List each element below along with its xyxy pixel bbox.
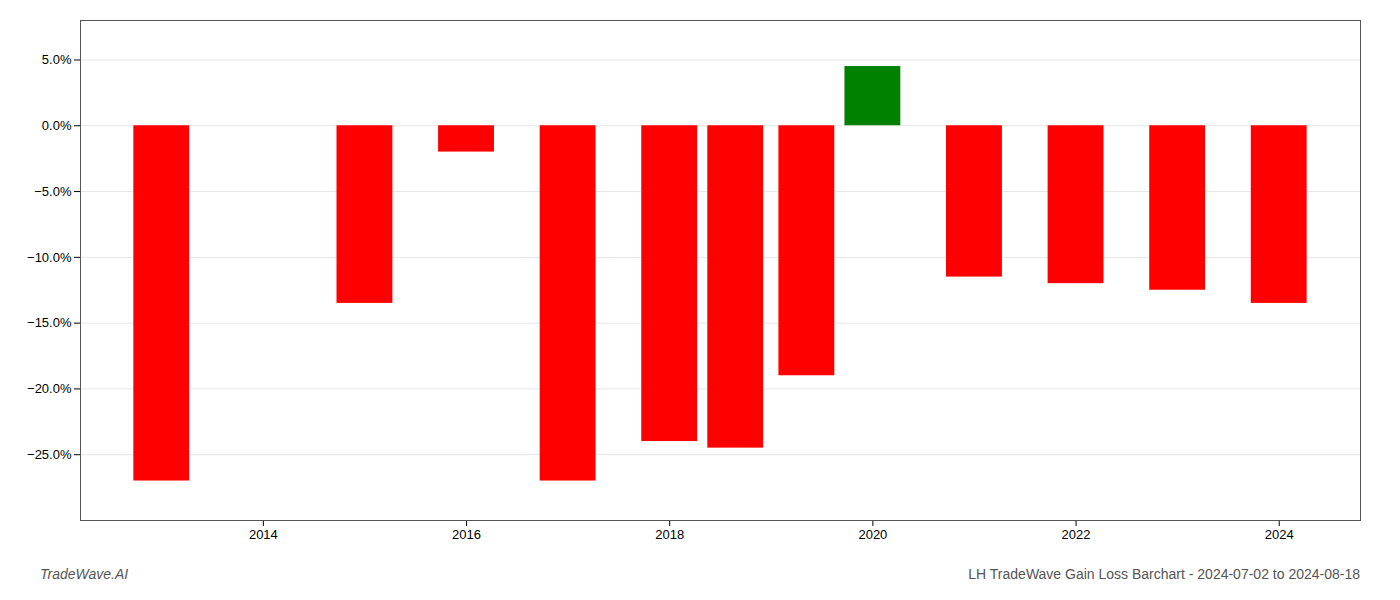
html-text:LH TradeWave Gain Loss Barchar: LH TradeWave Gain Loss Barchart - 2024-0… xyxy=(968,566,1360,582)
svg-text:5.0%: 5.0% xyxy=(42,52,72,67)
svg-text:2022: 2022 xyxy=(1062,527,1091,542)
svg-text:−20.0%: −20.0% xyxy=(27,381,72,396)
svg-text:−10.0%: −10.0% xyxy=(27,250,72,265)
svg-text:2016: 2016 xyxy=(452,527,481,542)
svg-text:0.0%: 0.0% xyxy=(42,118,72,133)
svg-text:2020: 2020 xyxy=(858,527,887,542)
svg-text:−25.0%: −25.0% xyxy=(27,447,72,462)
svg-text:2024: 2024 xyxy=(1265,527,1294,542)
svg-text:2018: 2018 xyxy=(655,527,684,542)
svg-text:2014: 2014 xyxy=(249,527,278,542)
html-text:TradeWave.AI: TradeWave.AI xyxy=(40,566,129,582)
svg-text:−15.0%: −15.0% xyxy=(27,315,72,330)
svg-text:−5.0%: −5.0% xyxy=(34,184,72,199)
